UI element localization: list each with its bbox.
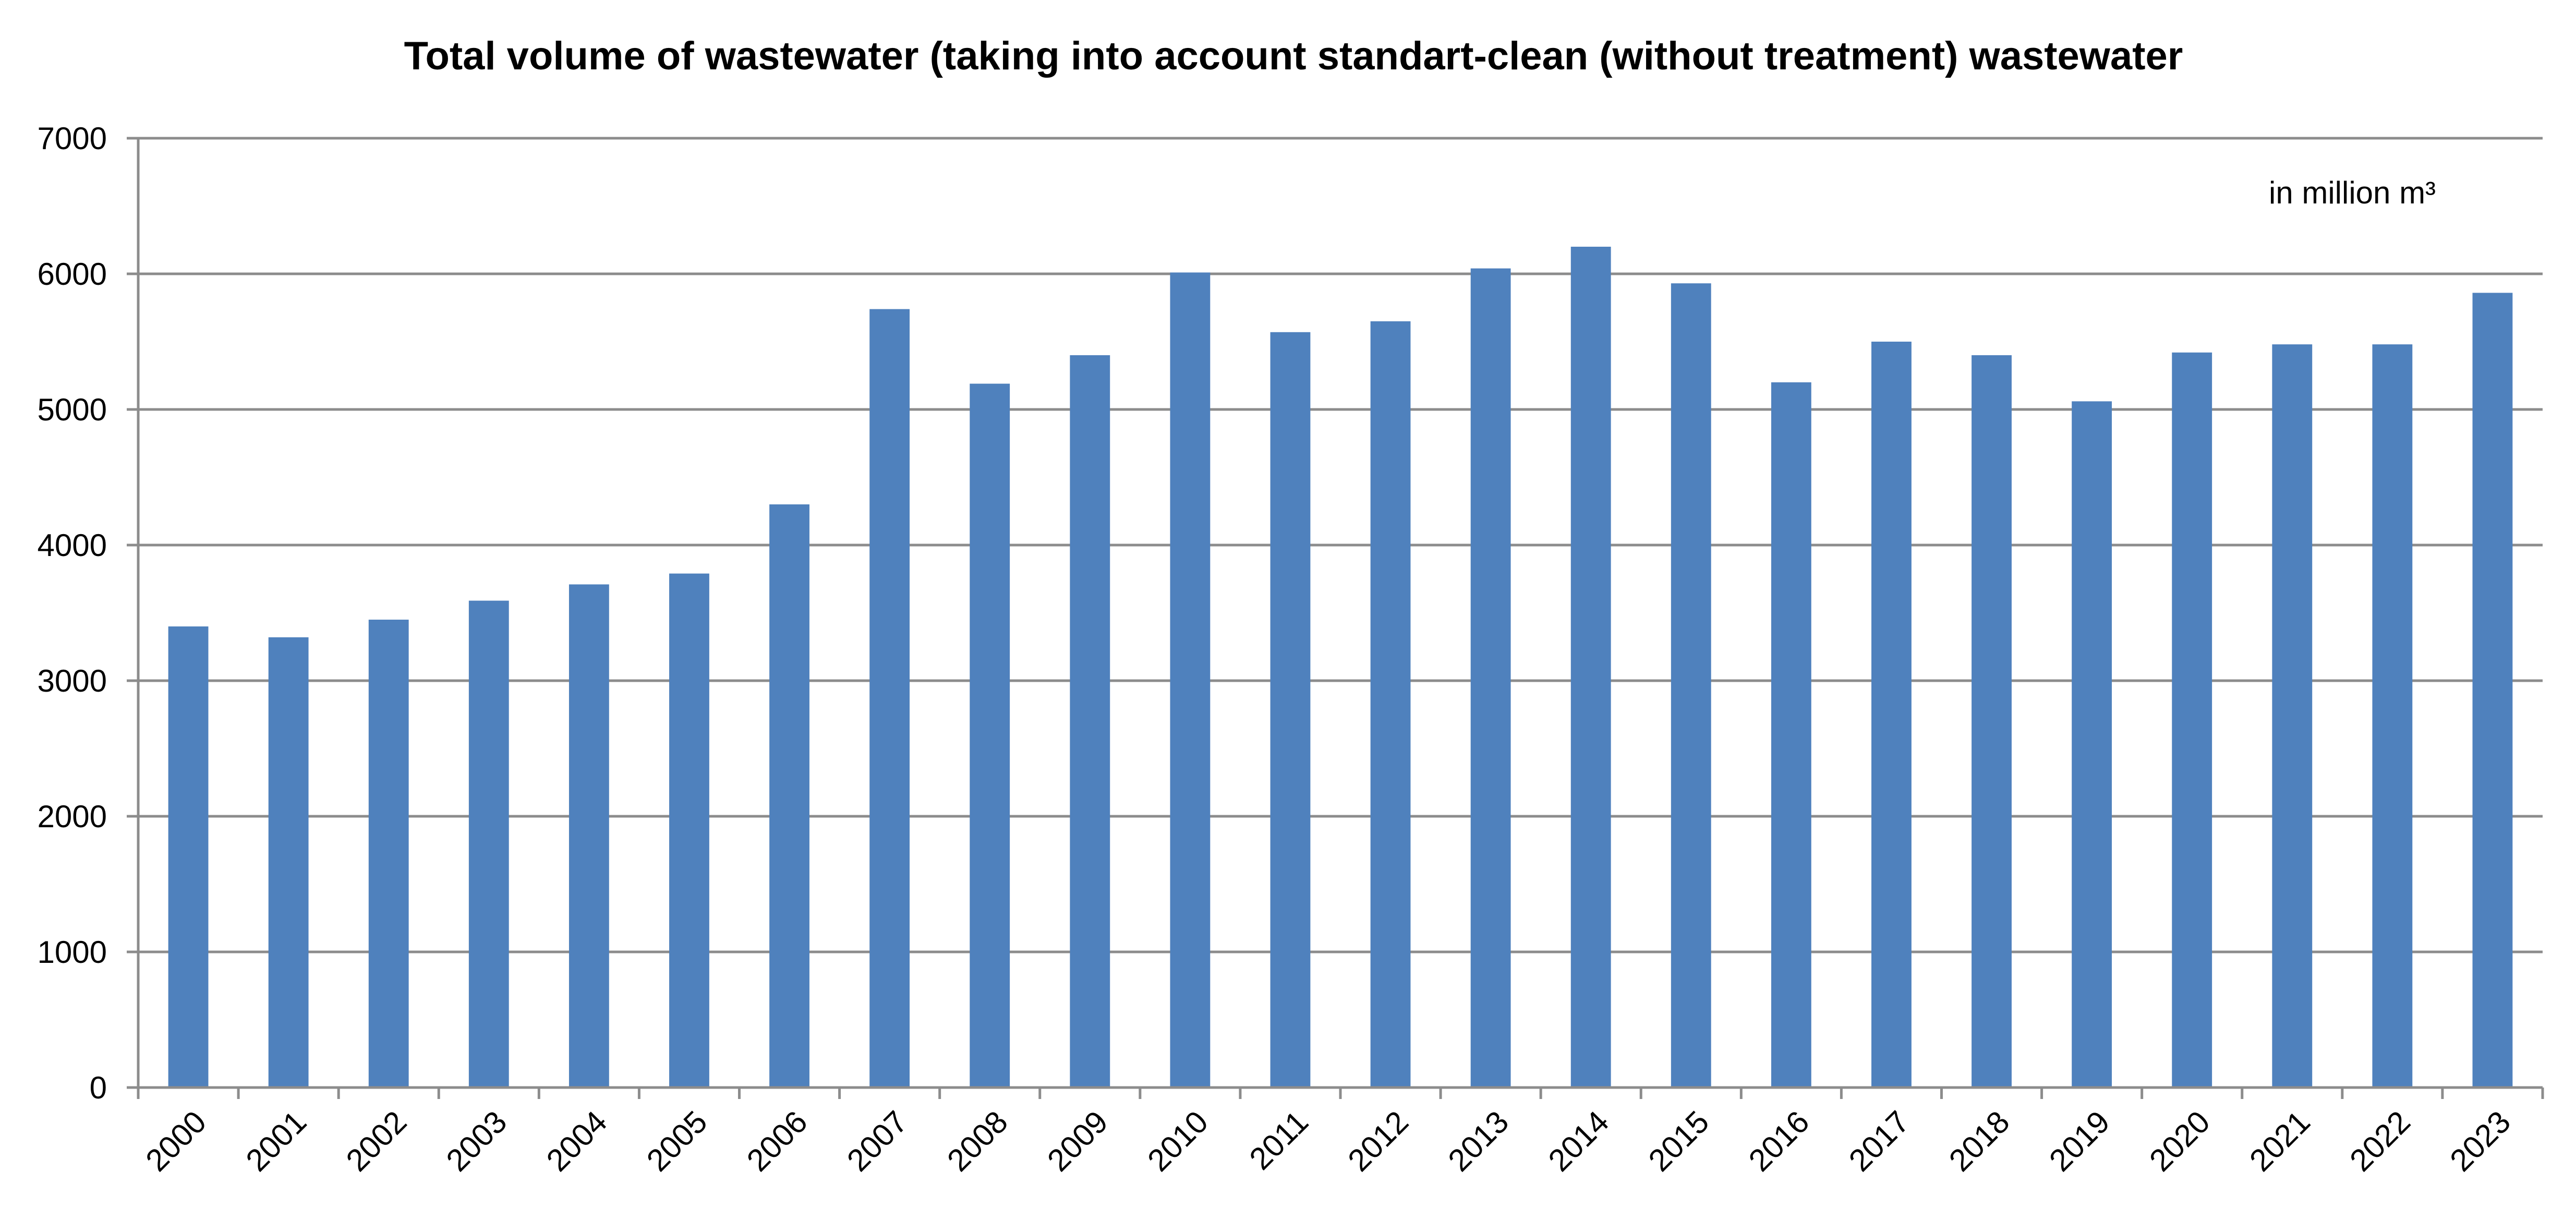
x-tick-label: 2017: [1842, 1104, 1916, 1178]
x-tick-label: 2012: [1341, 1104, 1415, 1178]
chart-title: Total volume of wastewater (taking into …: [404, 34, 2183, 78]
bar-2005: [669, 573, 709, 1088]
x-tick-label: 2018: [1942, 1104, 2016, 1178]
bar-2021: [2272, 344, 2313, 1088]
bar-2017: [1871, 342, 1912, 1088]
x-tick-label: 2014: [1542, 1104, 1616, 1178]
x-tick-label: 2016: [1742, 1104, 1816, 1178]
y-tick-label: 3000: [38, 663, 107, 698]
bar-2001: [268, 637, 309, 1088]
bar-2023: [2472, 293, 2513, 1088]
x-tick-label: 2008: [940, 1104, 1014, 1178]
bar-2012: [1370, 321, 1411, 1088]
bar-2006: [769, 504, 809, 1088]
x-tick-label: 2022: [2343, 1104, 2417, 1178]
bar-2019: [2072, 401, 2112, 1088]
bar-2002: [368, 620, 409, 1088]
bar-2009: [1070, 355, 1110, 1088]
x-tick-label: 2002: [340, 1104, 414, 1178]
y-tick-label: 7000: [38, 121, 107, 156]
x-tick-label: 2023: [2443, 1104, 2517, 1178]
x-axis-ticks: 2000 2001 2002 2003 2004 2005 2006 2007 2008 2009…: [139, 1104, 2517, 1178]
bar-2010: [1170, 272, 1211, 1088]
y-axis-ticks: 0 1000 2000 3000 4000 5000 6000 7000: [38, 121, 107, 1105]
bar-2018: [1972, 355, 2012, 1088]
x-tick-label: 2004: [540, 1104, 614, 1178]
bar-2016: [1771, 382, 1811, 1088]
bar-2014: [1570, 247, 1611, 1088]
bar-2004: [569, 584, 609, 1088]
x-tick-label: 2011: [1243, 1104, 1315, 1177]
x-tick-label: 2010: [1141, 1104, 1215, 1178]
y-tick-label: 1000: [38, 935, 107, 970]
x-tick-label: 2001: [239, 1104, 313, 1178]
bar-2022: [2372, 344, 2413, 1088]
y-tick-label: 6000: [38, 257, 107, 292]
x-tick-label: 2009: [1041, 1104, 1115, 1178]
x-tick-label: 2013: [1442, 1104, 1516, 1178]
x-tick-label: 2003: [440, 1104, 514, 1178]
x-tick-label: 2006: [740, 1104, 814, 1178]
x-tick-label: 2019: [2042, 1104, 2117, 1178]
bar-2000: [168, 626, 209, 1088]
x-tick-label: 2020: [2143, 1104, 2217, 1178]
bar-2013: [1470, 268, 1511, 1088]
bar-2003: [468, 600, 509, 1088]
gridlines: [127, 137, 2543, 1089]
bar-2011: [1270, 332, 1311, 1088]
bars: [168, 247, 2513, 1088]
bar-2007: [869, 309, 910, 1088]
bar-2015: [1671, 283, 1711, 1088]
bar-2008: [970, 383, 1010, 1088]
x-tick-label: 2007: [840, 1104, 914, 1178]
bar-2020: [2172, 352, 2212, 1088]
y-tick-label: 2000: [38, 799, 107, 834]
x-tick-label: 2000: [139, 1104, 213, 1178]
x-tick-label: 2005: [640, 1104, 714, 1178]
y-tick-label: 4000: [38, 528, 107, 563]
x-tick-label: 2015: [1642, 1104, 1716, 1178]
unit-label: in million m³: [2269, 175, 2436, 210]
y-tick-label: 5000: [38, 392, 107, 427]
y-tick-label: 0: [90, 1070, 107, 1105]
x-tick-label: 2021: [2243, 1104, 2317, 1178]
axes: [137, 138, 2544, 1099]
